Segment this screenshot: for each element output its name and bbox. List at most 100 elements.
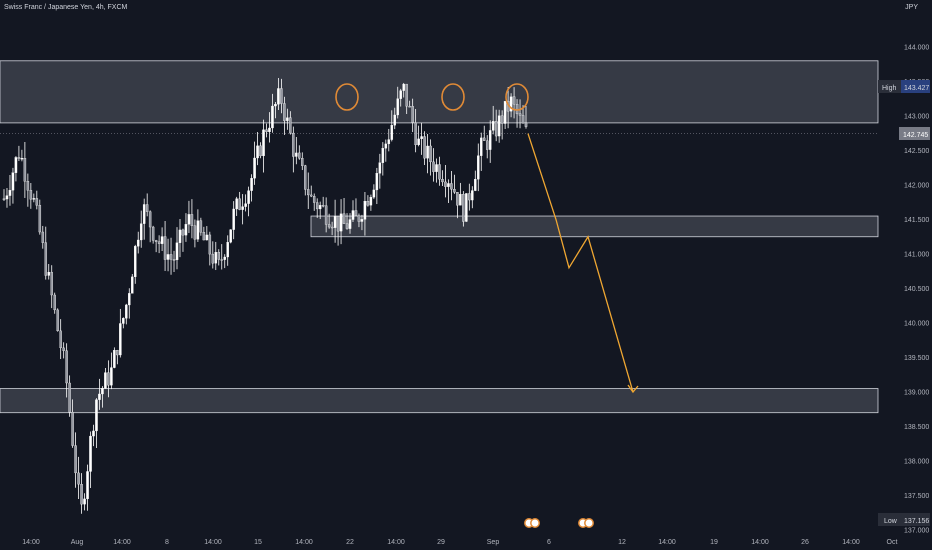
candle-body bbox=[456, 192, 459, 206]
candle-body bbox=[292, 132, 295, 157]
candle-body bbox=[56, 309, 59, 332]
price-tick-label: 142.000 bbox=[904, 183, 929, 190]
candle-body bbox=[41, 231, 45, 243]
candle-body bbox=[259, 145, 262, 157]
candle-body bbox=[420, 136, 423, 140]
candle-body bbox=[148, 211, 152, 228]
candle-body bbox=[169, 254, 173, 260]
candle-body bbox=[122, 318, 125, 324]
support-resistance-zones bbox=[0, 60, 879, 414]
candle-body bbox=[205, 234, 209, 241]
candle-body bbox=[211, 253, 215, 264]
candle-body bbox=[59, 330, 62, 349]
candle-body bbox=[399, 90, 402, 99]
time-tick-label: 26 bbox=[801, 539, 809, 546]
candle-body bbox=[396, 98, 399, 116]
candle-body bbox=[8, 190, 12, 196]
candle-body bbox=[196, 220, 200, 240]
candle-body bbox=[298, 152, 301, 159]
projection-path bbox=[527, 133, 639, 394]
candle-body bbox=[441, 179, 444, 183]
candle-body bbox=[318, 205, 322, 210]
candle-body bbox=[360, 219, 364, 222]
candle-body bbox=[453, 189, 456, 193]
candle-body bbox=[512, 96, 516, 105]
candle-body bbox=[477, 155, 480, 180]
candle-body bbox=[50, 271, 53, 296]
candle-body bbox=[110, 367, 113, 386]
candle-body bbox=[178, 229, 182, 243]
candle-body bbox=[32, 198, 36, 200]
candle-body bbox=[503, 101, 507, 124]
candle-body bbox=[488, 130, 492, 150]
candle-body bbox=[77, 472, 80, 485]
time-tick-label: 14:00 bbox=[658, 539, 676, 546]
candle-body bbox=[157, 241, 161, 244]
top-circle-1 bbox=[335, 83, 359, 111]
candle-body bbox=[80, 484, 83, 505]
event-markers[interactable] bbox=[524, 518, 594, 528]
candle-body bbox=[327, 224, 331, 228]
candle-body bbox=[47, 271, 50, 276]
candle-body bbox=[286, 117, 289, 121]
top-markers bbox=[335, 83, 529, 111]
event-marker-icon[interactable] bbox=[530, 518, 540, 528]
candle-body bbox=[223, 256, 226, 260]
candle-body bbox=[274, 104, 277, 107]
candle-body bbox=[74, 445, 77, 474]
time-axis: 14:00 Aug 14:00 8 14:00 15 14:00 22 14:00 29 Sep 6 1… bbox=[22, 539, 897, 546]
low-label: Low bbox=[884, 518, 898, 525]
candle-body bbox=[160, 236, 164, 244]
candle-body bbox=[271, 105, 274, 129]
candle-body bbox=[131, 276, 134, 294]
candle-body bbox=[336, 216, 340, 232]
candle-body bbox=[444, 181, 447, 187]
candle-body bbox=[104, 372, 107, 389]
price-tick-label: 138.500 bbox=[904, 424, 929, 431]
high-label: High bbox=[882, 85, 897, 92]
candle-body bbox=[139, 223, 143, 241]
candle-body bbox=[38, 205, 42, 233]
zone-2 bbox=[310, 215, 879, 238]
candle-body bbox=[175, 242, 179, 261]
candle-body bbox=[426, 145, 429, 159]
candle-body bbox=[515, 104, 519, 114]
candle-body bbox=[247, 190, 250, 204]
candle-body bbox=[5, 195, 9, 200]
candle-body bbox=[154, 240, 158, 242]
price-tick-label: 137.000 bbox=[904, 528, 929, 535]
candle-body bbox=[289, 117, 292, 134]
candle-body bbox=[163, 236, 167, 260]
candle-body bbox=[366, 201, 370, 206]
candle-body bbox=[23, 158, 27, 182]
candle-body bbox=[125, 304, 128, 319]
candle-body bbox=[226, 242, 229, 258]
candle-body bbox=[518, 113, 522, 116]
time-tick-label: 14:00 bbox=[842, 539, 860, 546]
time-tick-label: 14:00 bbox=[751, 539, 769, 546]
candle-body bbox=[432, 161, 435, 172]
candle-body bbox=[357, 215, 361, 222]
candle-body bbox=[438, 164, 441, 180]
time-tick-label: 22 bbox=[346, 539, 354, 546]
candle-body bbox=[220, 259, 223, 261]
candle-body bbox=[151, 226, 155, 241]
time-tick-label: 14:00 bbox=[387, 539, 405, 546]
candle-body bbox=[354, 210, 358, 216]
time-tick-label: Oct bbox=[887, 539, 898, 546]
projection-arrowhead bbox=[627, 384, 639, 394]
candle-body bbox=[280, 88, 283, 104]
projection-line bbox=[527, 133, 634, 393]
time-tick-label: 19 bbox=[710, 539, 718, 546]
candle-body bbox=[283, 103, 286, 121]
candle-body bbox=[187, 214, 191, 225]
candle-body bbox=[262, 129, 265, 157]
candle-body bbox=[244, 203, 247, 207]
candle-body bbox=[480, 137, 483, 156]
candle-body bbox=[35, 198, 39, 206]
candle-body bbox=[497, 115, 501, 137]
candle-body bbox=[166, 254, 170, 260]
candle-body bbox=[29, 190, 33, 200]
event-marker-icon[interactable] bbox=[584, 518, 594, 528]
